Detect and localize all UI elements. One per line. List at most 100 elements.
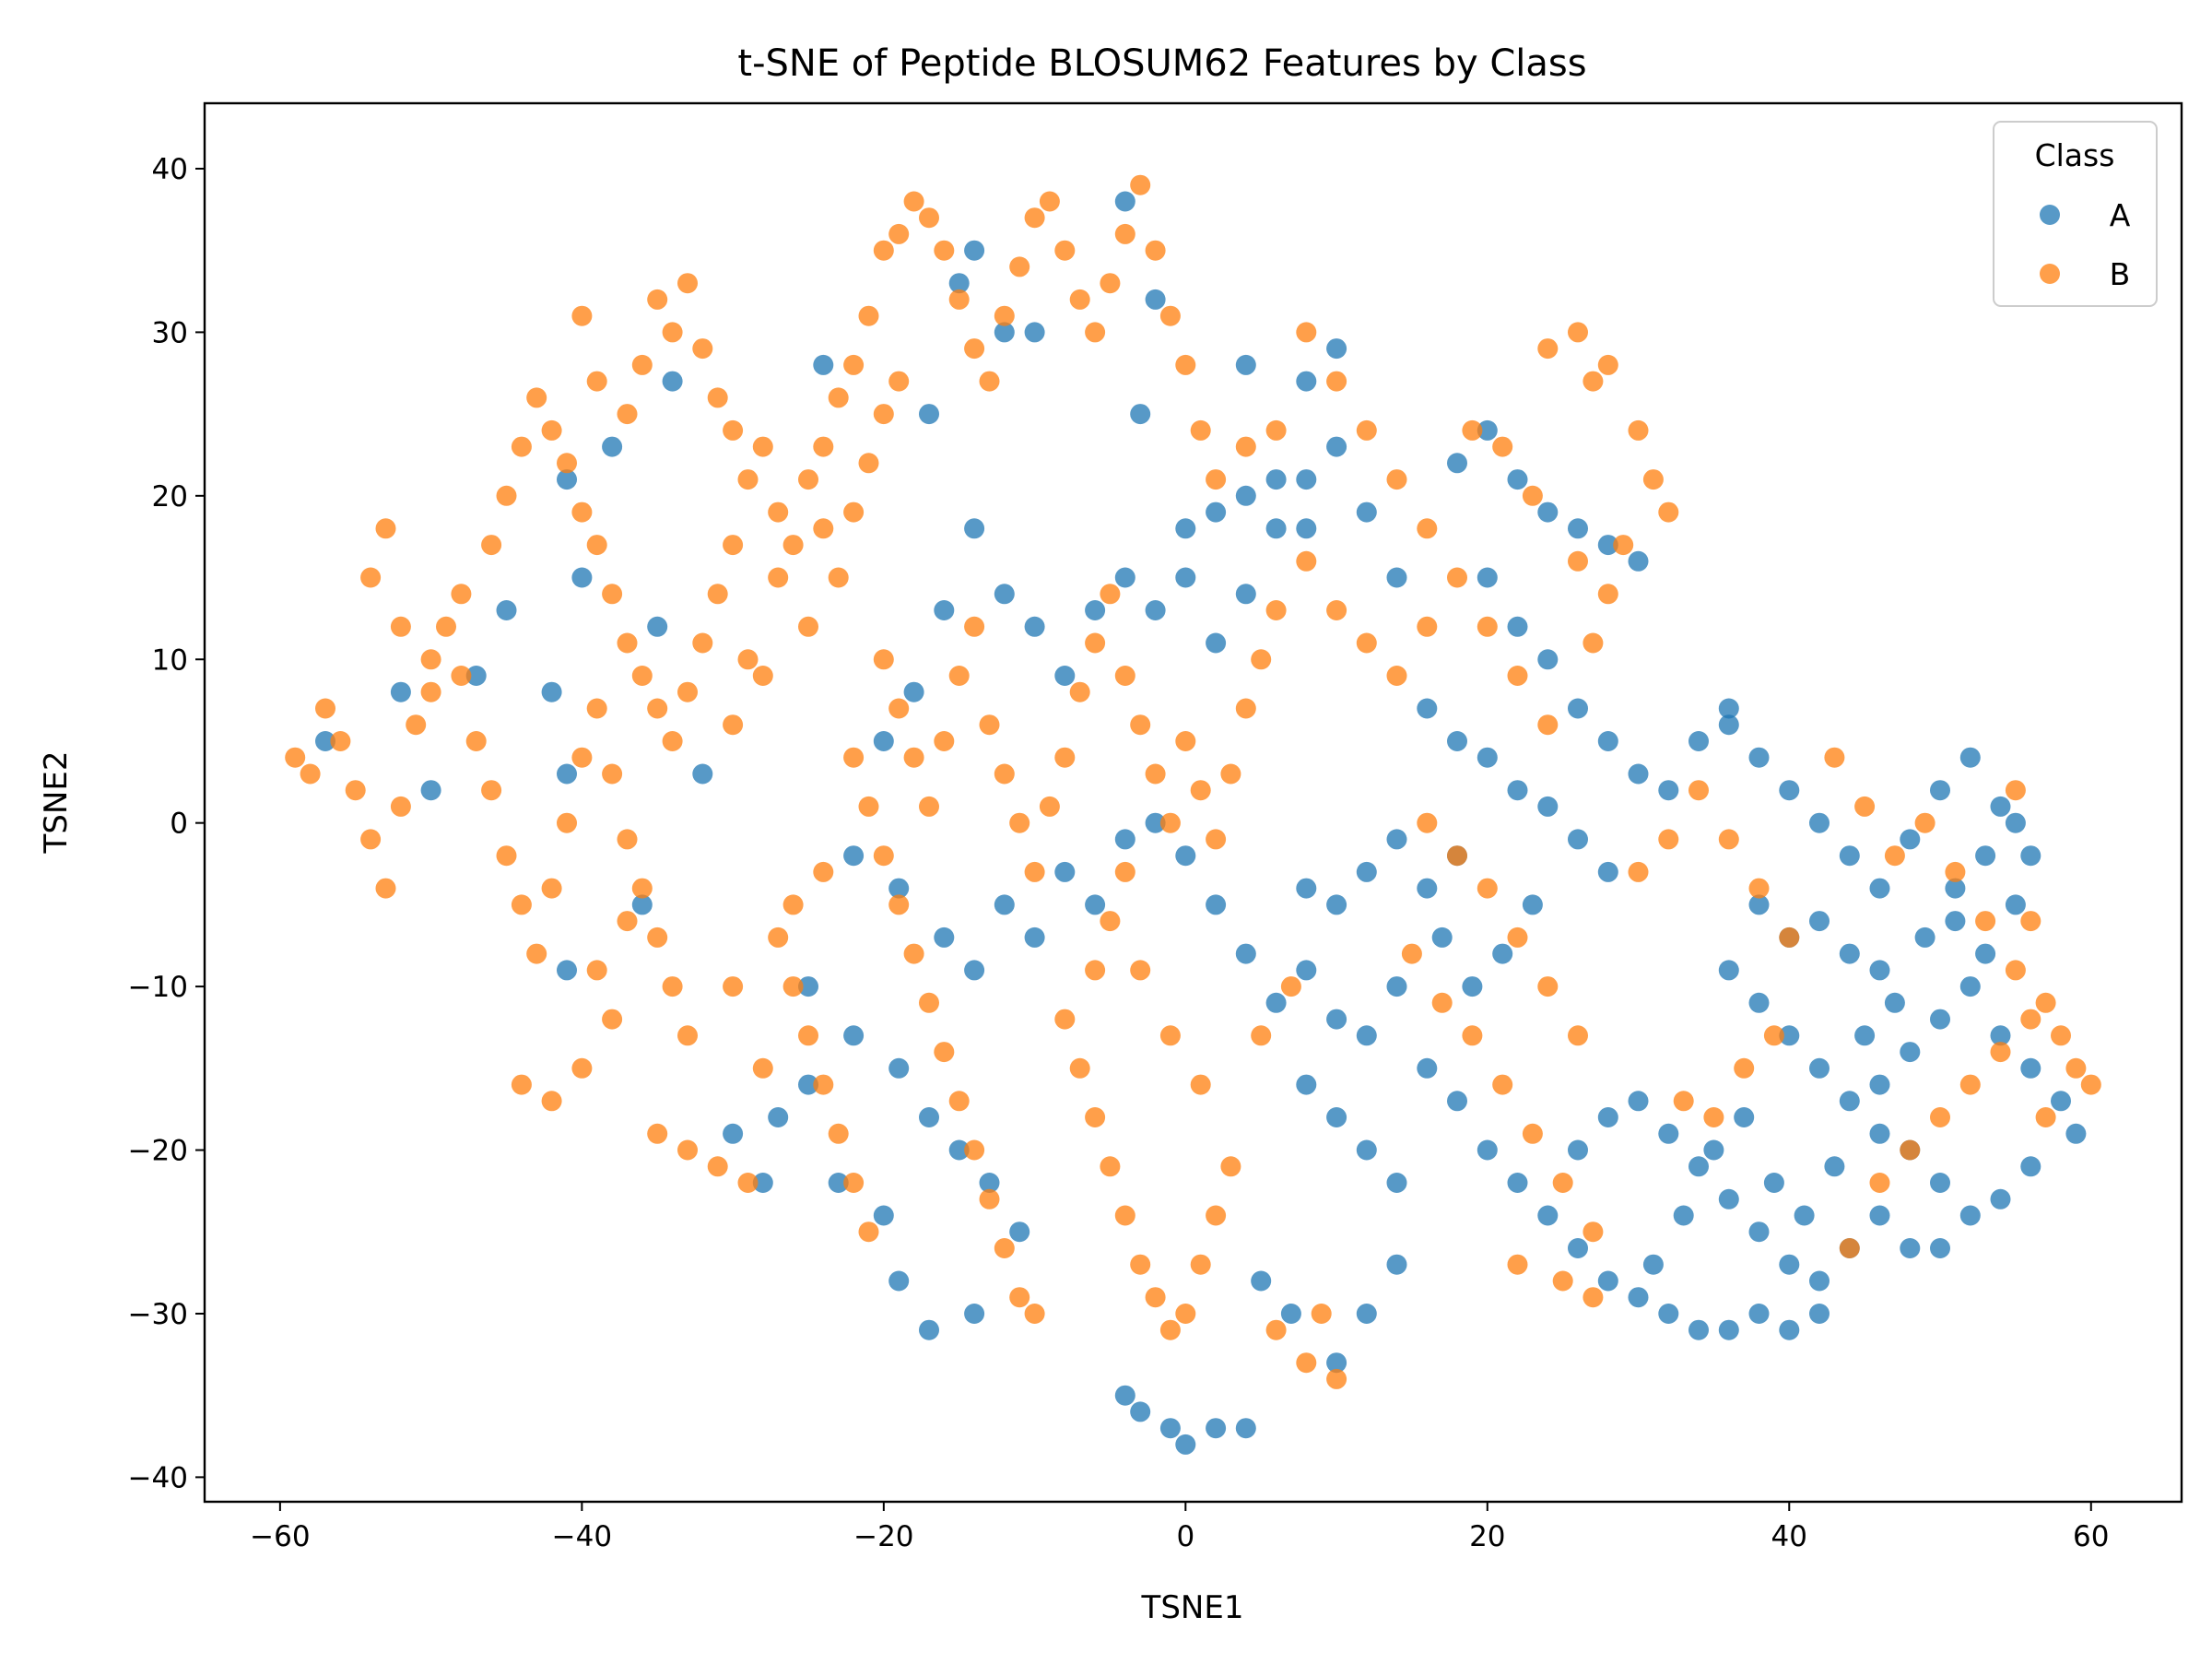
point-b-127 — [1159, 812, 1181, 833]
point-b-238 — [1779, 926, 1800, 948]
point-a-199 — [1763, 1173, 1784, 1193]
point-a-173 — [1809, 812, 1830, 833]
point-b-121 — [1069, 681, 1090, 702]
point-a-114 — [1507, 780, 1528, 801]
point-a-83 — [1326, 1352, 1347, 1374]
point-b-210 — [1613, 535, 1634, 556]
point-b-2 — [315, 698, 335, 719]
point-b-174 — [1220, 1156, 1241, 1177]
point-b-179 — [1159, 1025, 1181, 1046]
point-b-33 — [360, 567, 382, 588]
point-a-43 — [888, 878, 910, 899]
point-b-69 — [752, 436, 773, 457]
point-b-18 — [557, 812, 577, 833]
point-b-21 — [602, 763, 623, 785]
point-b-183 — [1311, 1304, 1332, 1324]
point-a-120 — [1386, 829, 1407, 850]
point-a-113 — [1477, 747, 1498, 768]
point-b-56 — [723, 714, 744, 736]
point-a-18 — [964, 240, 985, 261]
point-b-95 — [1145, 240, 1166, 261]
x-axis-label: TSNE1 — [1141, 1589, 1244, 1626]
point-b-80 — [919, 207, 939, 229]
point-a-35 — [1206, 632, 1227, 654]
point-b-117 — [1009, 812, 1030, 833]
point-a-112 — [1447, 731, 1467, 751]
point-a-177 — [1930, 780, 1950, 801]
point-b-166 — [1100, 1156, 1121, 1177]
point-a-63 — [919, 1107, 939, 1127]
point-a-65 — [979, 1173, 1000, 1193]
point-b-19 — [571, 747, 593, 768]
point-a-89 — [1326, 338, 1347, 360]
point-a-99 — [1568, 518, 1588, 539]
point-b-123 — [1100, 584, 1121, 605]
point-a-90 — [1265, 469, 1287, 490]
point-b-198 — [1296, 550, 1317, 572]
point-b-98 — [1190, 419, 1211, 441]
point-a-205 — [1884, 992, 1905, 1013]
point-b-41 — [526, 387, 547, 408]
point-b-132 — [1235, 698, 1256, 719]
point-a-84 — [1356, 1304, 1377, 1324]
point-a-38 — [1296, 469, 1317, 490]
point-b-84 — [979, 371, 1000, 392]
point-b-133 — [1251, 649, 1272, 670]
point-a-16 — [919, 404, 939, 425]
point-a-40 — [1356, 502, 1377, 523]
point-b-237 — [1748, 878, 1770, 899]
point-b-232 — [1507, 1254, 1528, 1275]
point-a-27 — [964, 518, 985, 539]
legend-label-a: A — [2110, 197, 2131, 233]
point-a-147 — [1597, 1107, 1618, 1127]
point-b-242 — [1673, 1091, 1694, 1112]
point-b-73 — [813, 436, 834, 457]
point-b-58 — [571, 305, 593, 326]
point-a-96 — [1477, 419, 1498, 441]
point-a-124 — [1431, 926, 1453, 948]
point-b-182 — [1296, 1352, 1317, 1374]
point-b-108 — [873, 649, 894, 670]
point-b-216 — [1462, 419, 1483, 441]
point-b-7 — [390, 796, 411, 817]
point-b-215 — [1492, 436, 1513, 457]
y-tick-label: −10 — [128, 971, 188, 1004]
point-b-180 — [1190, 1074, 1211, 1095]
point-b-167 — [1114, 1205, 1135, 1226]
point-b-145 — [994, 1238, 1015, 1258]
point-b-0 — [285, 747, 306, 768]
point-a-142 — [1356, 1139, 1377, 1161]
point-a-174 — [1839, 845, 1860, 867]
point-b-94 — [1130, 174, 1151, 195]
point-a-19 — [994, 322, 1015, 343]
point-a-161 — [1839, 1091, 1860, 1112]
point-a-135 — [1628, 1287, 1649, 1308]
point-a-194 — [1930, 1238, 1950, 1258]
point-b-46 — [602, 584, 623, 605]
point-b-244 — [1869, 1173, 1890, 1193]
point-b-110 — [903, 747, 924, 768]
point-b-60 — [617, 404, 638, 425]
legend-marker-b — [2040, 264, 2060, 284]
point-a-115 — [1537, 796, 1559, 817]
point-a-64 — [948, 1139, 970, 1161]
point-b-140 — [919, 992, 939, 1013]
point-a-196 — [1869, 1123, 1890, 1144]
point-a-116 — [1568, 829, 1588, 850]
point-a-151 — [1718, 1188, 1739, 1210]
point-a-143 — [1386, 1173, 1407, 1193]
point-a-132 — [1537, 1205, 1559, 1226]
point-a-168 — [2051, 1091, 2071, 1112]
point-a-88 — [1296, 371, 1317, 392]
point-b-241 — [1703, 1107, 1724, 1127]
point-a-81 — [1235, 1418, 1256, 1439]
point-b-3 — [330, 731, 351, 751]
point-b-223 — [1401, 943, 1422, 964]
point-b-199 — [1326, 600, 1347, 620]
point-b-106 — [768, 567, 789, 588]
point-b-12 — [465, 731, 487, 751]
point-a-111 — [1417, 698, 1438, 719]
point-a-25 — [903, 681, 924, 702]
point-b-124 — [1114, 666, 1135, 686]
point-b-38 — [481, 535, 502, 556]
